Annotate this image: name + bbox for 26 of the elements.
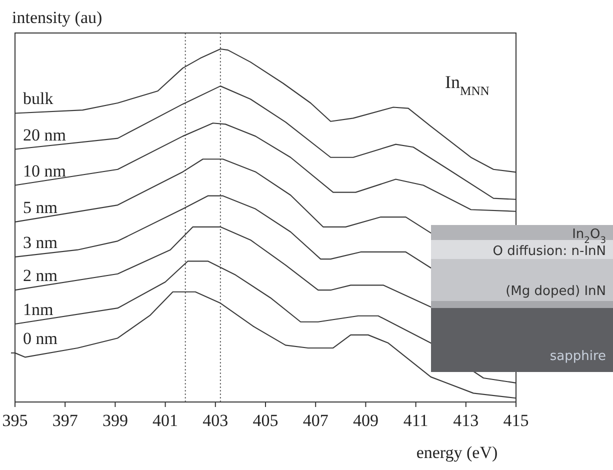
x-axis-title: energy (eV) <box>416 443 498 462</box>
series-label: 2 nm <box>23 266 58 286</box>
text: In$_{2}$O$_{3}$ <box>572 227 606 246</box>
series-label: 20 nm <box>23 125 66 144</box>
annotation: O diffusion: n-InN <box>492 244 606 259</box>
x-tick-label: 409 <box>352 411 378 430</box>
series-label: 5 nm <box>23 198 58 217</box>
series-label: 3 nm <box>23 232 58 252</box>
text: sapphire <box>550 349 606 364</box>
x-tick-label: 401 <box>152 411 178 430</box>
x-tick-label: 413 <box>453 411 479 430</box>
x-tick-label: 403 <box>202 411 228 430</box>
annotation: In$_{MNN}$ <box>445 72 490 98</box>
x-tick-label: 397 <box>52 411 78 430</box>
series-label: 1nm <box>23 300 54 319</box>
x-tick-label: 407 <box>302 411 329 430</box>
annotation: (Mg doped) InN <box>506 284 606 299</box>
x-tick-label: 415 <box>503 411 529 430</box>
x-tick-label: 405 <box>252 411 278 430</box>
x-tick-label: 399 <box>102 411 128 430</box>
y-axis-title: intensity (au) <box>12 8 102 27</box>
x-tick-label: 411 <box>403 411 428 430</box>
series-label: 0 nm <box>23 328 58 348</box>
x-tick-label: 395 <box>2 411 28 430</box>
series-label: bulk <box>23 89 54 108</box>
series-label: 10 nm <box>23 161 66 180</box>
